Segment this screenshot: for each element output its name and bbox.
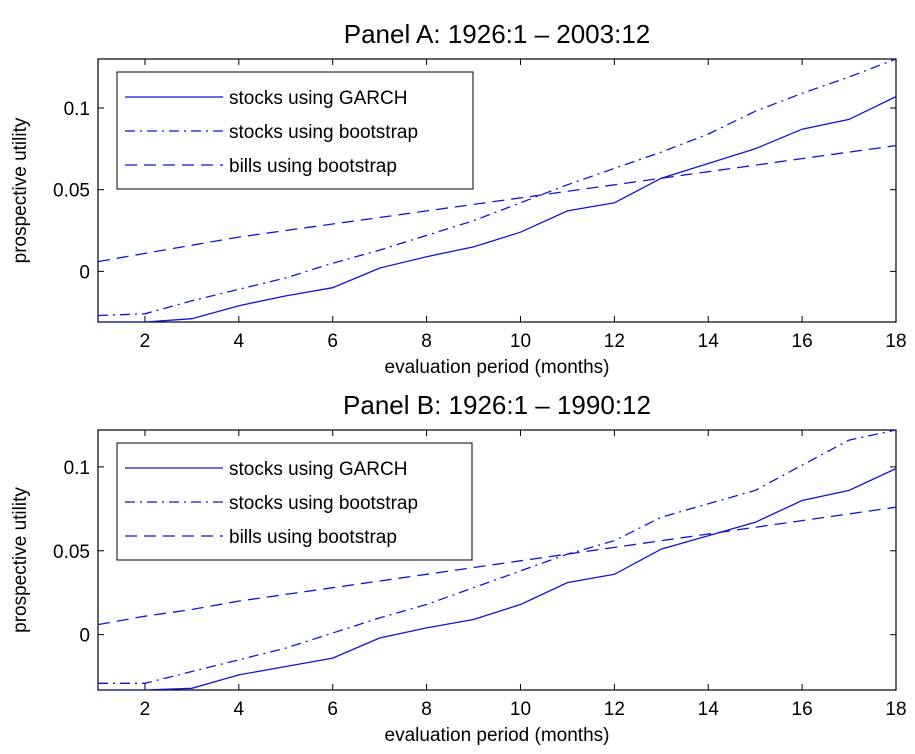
series-line-dashed (98, 506, 896, 626)
y-axis-label: prospective utility (10, 487, 31, 633)
x-tick-label: 16 (792, 331, 813, 352)
y-tick-label: 0 (79, 262, 90, 283)
x-tick-label: 16 (792, 699, 813, 720)
x-axis-label: evaluation period (months) (385, 357, 610, 378)
x-tick-label: 12 (604, 331, 625, 352)
x-tick-label: 8 (421, 331, 432, 352)
x-tick-label: 6 (327, 331, 338, 352)
legend-entry: stocks using GARCH (229, 459, 407, 480)
x-tick-label: 10 (510, 699, 531, 720)
x-tick-label: 2 (140, 699, 151, 720)
x-axis-label: evaluation period (months) (385, 725, 610, 746)
y-tick-label: 0 (79, 626, 90, 647)
chart-panel-b: Panel B: 1926:1 – 1990:12 2 4 6 8 10 12 14 16 18 0… (10, 390, 907, 746)
x-tick-label: 4 (234, 699, 245, 720)
legend: stocks using GARCH stocks using bootstrap… (116, 71, 474, 190)
legend-entry: bills using bootstrap (229, 156, 397, 177)
x-tick-label: 4 (234, 331, 245, 352)
legend-entry: stocks using GARCH (229, 88, 407, 109)
legend: stocks using GARCH stocks using bootstrap… (116, 442, 473, 561)
x-tick-label: 12 (604, 699, 625, 720)
series-line-dashed (98, 144, 896, 263)
x-tick-label: 8 (421, 699, 432, 720)
series-line-solid (98, 96, 896, 322)
y-axis-label: prospective utility (10, 117, 31, 263)
x-tick-label: 10 (510, 331, 531, 352)
y-tick-label: 0.1 (64, 458, 90, 479)
series-group (98, 59, 896, 322)
x-tick-label: 14 (698, 331, 720, 352)
x-tick-label: 6 (327, 699, 338, 720)
x-tick-label: 18 (885, 331, 906, 352)
x-tick-label: 18 (885, 699, 906, 720)
y-tick-label: 0.05 (53, 542, 90, 563)
chart-panel-a: Panel A: 1926:1 – 2003:12 2 4 6 8 10 12 14 16 18 0… (10, 19, 907, 378)
x-tick-label: 2 (140, 331, 151, 352)
legend-entry: stocks using bootstrap (229, 493, 418, 514)
series-group (98, 430, 896, 690)
y-tick-label: 0.05 (53, 181, 90, 202)
chart-title: Panel B: 1926:1 – 1990:12 (343, 390, 651, 420)
x-tick-label: 14 (698, 699, 720, 720)
series-line-solid (98, 468, 896, 690)
chart-title: Panel A: 1926:1 – 2003:12 (344, 19, 651, 49)
series-line-dashdot (98, 59, 896, 317)
legend-entry: stocks using bootstrap (229, 122, 418, 143)
series-line-dashdot (98, 430, 896, 684)
plot-frame (97, 429, 897, 691)
legend-entry: bills using bootstrap (229, 527, 397, 548)
plot-frame (97, 58, 897, 323)
y-tick-label: 0.1 (64, 99, 90, 120)
